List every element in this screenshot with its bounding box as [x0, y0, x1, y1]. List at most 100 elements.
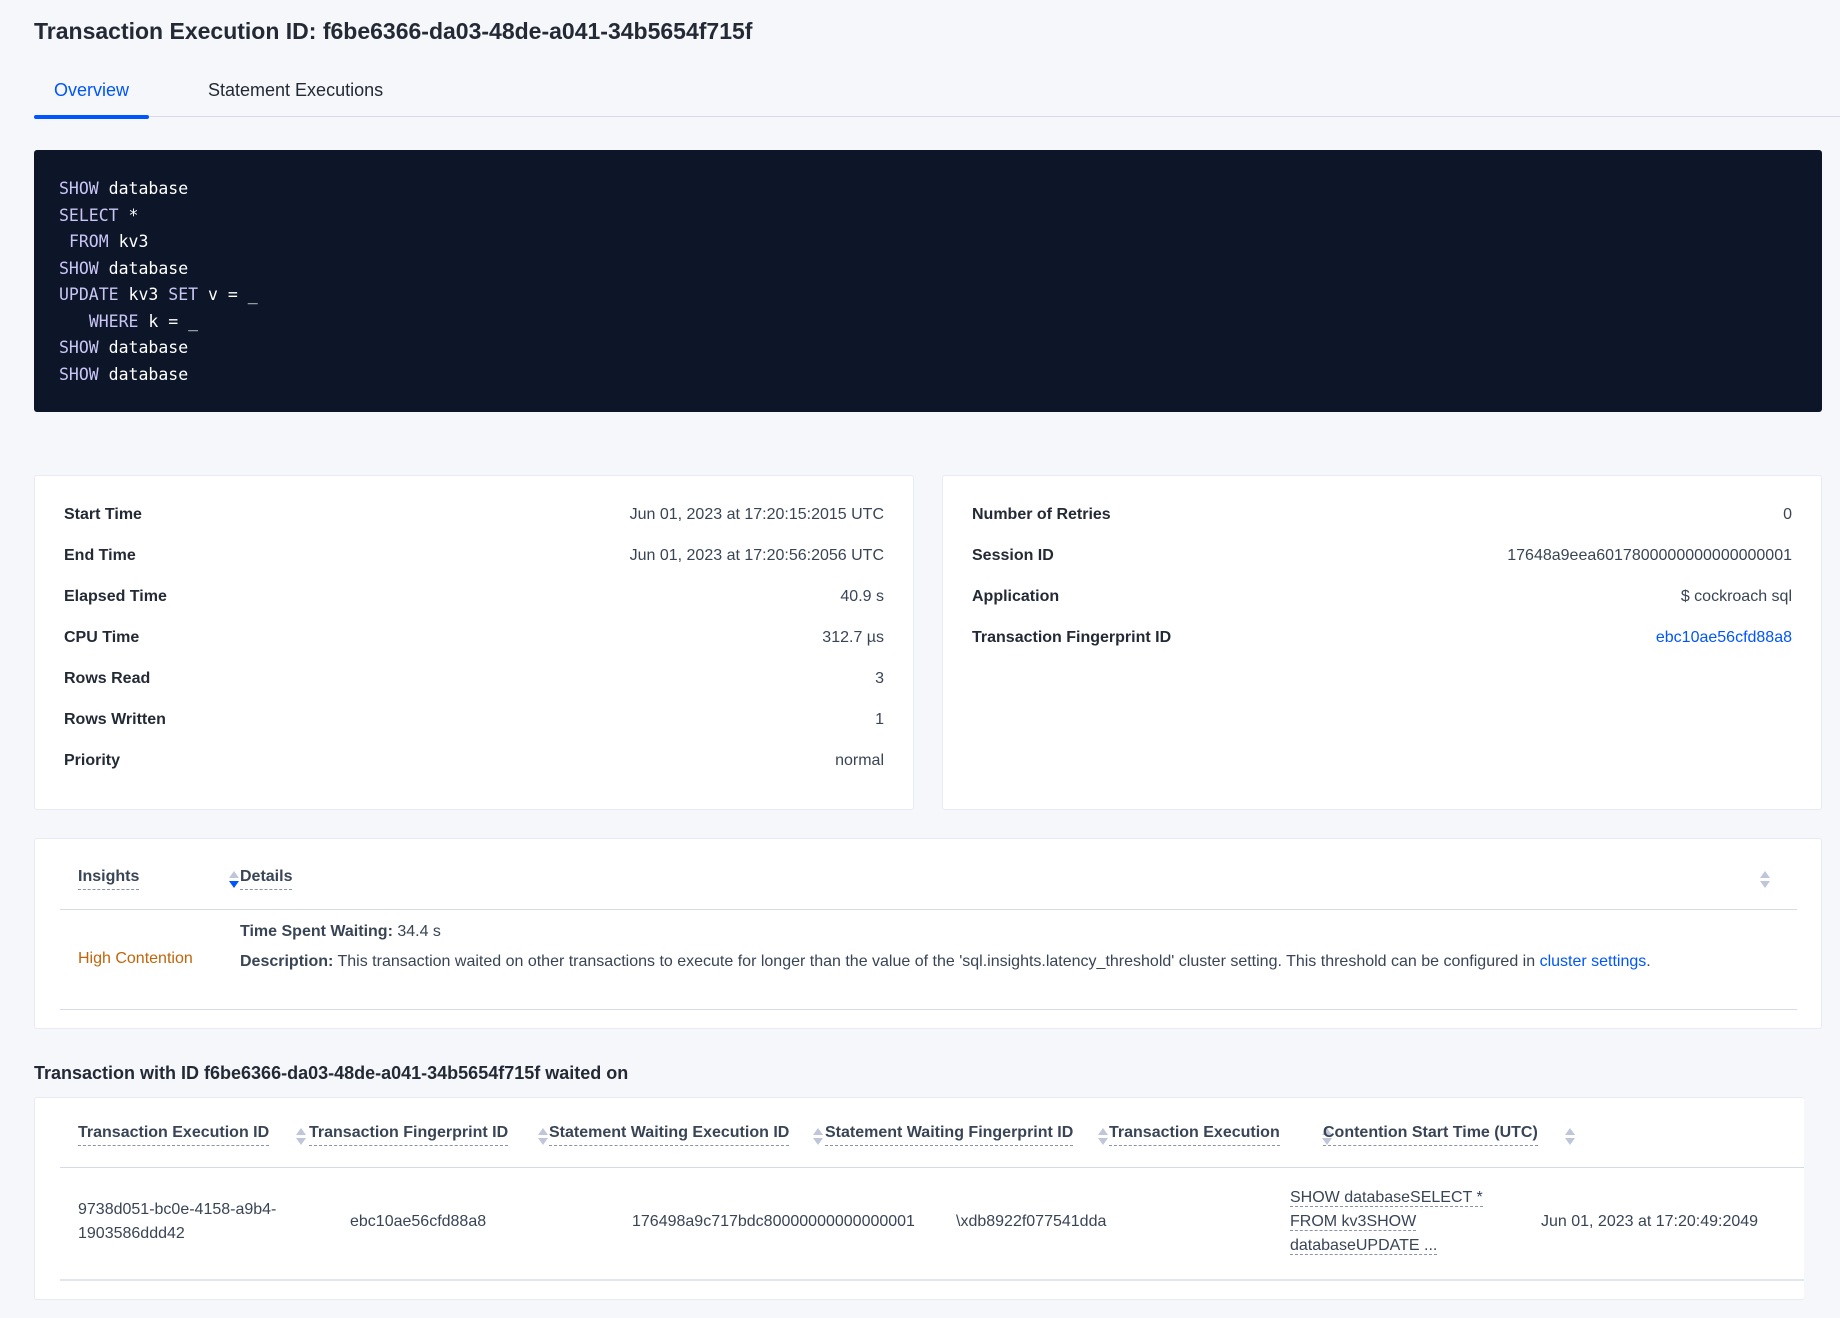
summary-row: Transaction Fingerprint ID ebc10ae56cfd88…	[972, 617, 1792, 658]
txn-execution-line[interactable]: SHOW databaseSELECT *	[1290, 1189, 1483, 1207]
sort-icon[interactable]	[813, 1128, 823, 1146]
column-header[interactable]: Transaction Execution	[1109, 1124, 1280, 1146]
table-header: Transaction Execution ID Transaction Fing…	[60, 1098, 1804, 1168]
summary-row: Elapsed Time 40.9 s	[64, 576, 884, 617]
sql-keyword: SHOW	[59, 364, 99, 384]
table-row: 9738d051-bc0e-4158-a9b4-1903586ddd42 ebc…	[60, 1168, 1804, 1281]
summary-row: Rows Read 3	[64, 658, 884, 699]
sql-text	[59, 312, 89, 331]
sort-icon[interactable]	[1322, 1128, 1332, 1146]
contention-start-time-cell: Jun 01, 2023 at 17:20:49:2049	[1541, 1213, 1759, 1230]
summary-row: Application $ cockroach sql	[972, 576, 1792, 617]
sql-text: v = _	[198, 285, 258, 304]
fingerprint-link[interactable]: ebc10ae56cfd88a8	[1655, 628, 1792, 646]
sql-line: SELECT *	[59, 203, 1797, 230]
sort-icon[interactable]	[1760, 871, 1770, 889]
summary-label: End Time	[64, 546, 136, 564]
tab-overview[interactable]: Overview	[33, 80, 150, 119]
time-label: Time Spent Waiting:	[240, 923, 393, 940]
summary-row: Number of Retries 0	[972, 494, 1792, 535]
summary-row: Priority normal	[64, 740, 884, 781]
summary-label: Application	[972, 587, 1060, 605]
sql-keyword: SHOW	[59, 258, 99, 278]
sql-line: SHOW database	[59, 335, 1797, 362]
sql-keyword: SHOW	[59, 179, 99, 198]
insight-row: High Contention Time Spent Waiting: 34.4…	[60, 910, 1797, 1010]
summary-label: Session ID	[972, 546, 1054, 564]
sort-icon[interactable]	[538, 1128, 548, 1146]
summary-value: normal	[835, 751, 884, 769]
sql-line: SHOW database	[59, 362, 1797, 389]
column-header[interactable]: Contention Start Time (UTC)	[1323, 1124, 1538, 1146]
description-label: Description:	[240, 953, 334, 970]
sql-keyword: FROM	[68, 232, 109, 251]
sql-text	[59, 232, 69, 251]
sql-keyword: SET	[168, 285, 199, 304]
sort-icon[interactable]	[1098, 1128, 1108, 1146]
tab-statement-executions[interactable]: Statement Executions	[208, 80, 384, 100]
sql-text: database	[98, 364, 189, 384]
column-header[interactable]: Statement Waiting Fingerprint ID	[825, 1124, 1074, 1146]
sql-keyword: WHERE	[88, 311, 139, 331]
summary-row: End Time Jun 01, 2023 at 17:20:56:2056 UT…	[64, 535, 884, 576]
summary-value: 3	[875, 669, 884, 687]
summary-label: Rows Read	[64, 669, 151, 687]
txn-execution-line[interactable]: databaseUPDATE ...	[1290, 1237, 1438, 1255]
txn-execution-line[interactable]: FROM kv3SHOW	[1290, 1213, 1417, 1231]
sql-code-block: SHOW database SELECT * FROM kv3 SHOW datab…	[34, 150, 1822, 412]
sql-keyword: UPDATE	[59, 285, 119, 304]
txn-fingerprint-id-cell: ebc10ae56cfd88a8	[350, 1213, 487, 1230]
time-spent-waiting: Time Spent Waiting: 34.4 s	[240, 920, 441, 944]
sql-text: database	[98, 338, 189, 357]
sql-text: *	[118, 205, 139, 225]
time-value: 34.4 s	[392, 923, 441, 940]
txn-exec-id-cell: 9738d051-bc0e-4158-a9b4-1903586ddd42	[78, 1201, 277, 1242]
sql-keyword: SHOW	[59, 338, 99, 357]
details-column-header[interactable]: Details	[240, 868, 293, 890]
summary-value: $ cockroach sql	[1680, 587, 1792, 605]
summary-row: CPU Time 312.7 µs	[64, 617, 884, 658]
tab-bar: Overview Statement Executions	[33, 76, 1840, 119]
summary-value: 0	[1783, 505, 1792, 523]
column-header[interactable]: Transaction Execution ID	[78, 1124, 270, 1146]
summary-value: 17648a9eea6017800000000000000001	[1507, 546, 1792, 564]
summary-value: Jun 01, 2023 at 17:20:56:2056 UTC	[629, 546, 884, 564]
stmt-exec-id-cell: 176498a9c717bdc80000000000000001	[632, 1213, 915, 1230]
insight-type: High Contention	[78, 950, 193, 967]
summary-label: Elapsed Time	[64, 587, 167, 605]
description-text: This transaction waited on other transac…	[333, 953, 1540, 970]
summary-value: 312.7 µs	[822, 628, 884, 646]
sql-line: UPDATE kv3 SET v = _	[59, 282, 1797, 309]
insights-card: Insights Details High Contention Time Sp…	[34, 838, 1822, 1029]
sort-icon[interactable]	[229, 871, 239, 889]
summary-card-right: Number of Retries 0 Session ID 17648a9eea60…	[942, 475, 1822, 810]
description-end: .	[1646, 953, 1651, 970]
sql-text: kv3	[108, 232, 149, 251]
sql-text: kv3	[118, 285, 169, 304]
summary-label: Start Time	[64, 505, 142, 523]
summary-row: Session ID 17648a9eea60178000000000000000…	[972, 535, 1792, 576]
column-header[interactable]: Transaction Fingerprint ID	[309, 1124, 509, 1146]
sql-line: SHOW database	[59, 176, 1797, 203]
insight-description: Description: This transaction waited on …	[240, 950, 1651, 974]
column-header[interactable]: Statement Waiting Execution ID	[549, 1124, 790, 1146]
sort-icon[interactable]	[296, 1128, 306, 1146]
sql-text: database	[98, 179, 189, 198]
sort-icon[interactable]	[1565, 1128, 1575, 1146]
summary-card-left: Start Time Jun 01, 2023 at 17:20:15:2015 …	[34, 475, 914, 810]
summary-value: Jun 01, 2023 at 17:20:15:2015 UTC	[629, 505, 884, 523]
insights-header: Insights Details	[60, 839, 1797, 910]
cluster-settings-link[interactable]: cluster settings	[1539, 953, 1647, 970]
waited-on-table: Transaction Execution ID Transaction Fing…	[34, 1097, 1804, 1300]
summary-label: CPU Time	[64, 628, 140, 646]
page-title: Transaction Execution ID: f6be6366-da03-…	[34, 18, 753, 44]
insights-column-header[interactable]: Insights	[78, 868, 140, 890]
waited-on-heading: Transaction with ID f6be6366-da03-48de-a…	[34, 1063, 629, 1083]
txn-execution-cell[interactable]: SHOW databaseSELECT * FROM kv3SHOW datab…	[1290, 1186, 1483, 1258]
stmt-fingerprint-id-cell: \xdb8922f077541dda	[956, 1213, 1107, 1230]
sql-line: WHERE k = _	[59, 309, 1797, 336]
sql-line: SHOW database	[59, 256, 1797, 283]
sql-line: FROM kv3	[59, 229, 1797, 256]
sql-keyword: SELECT	[59, 205, 119, 225]
summary-row: Rows Written 1	[64, 699, 884, 740]
